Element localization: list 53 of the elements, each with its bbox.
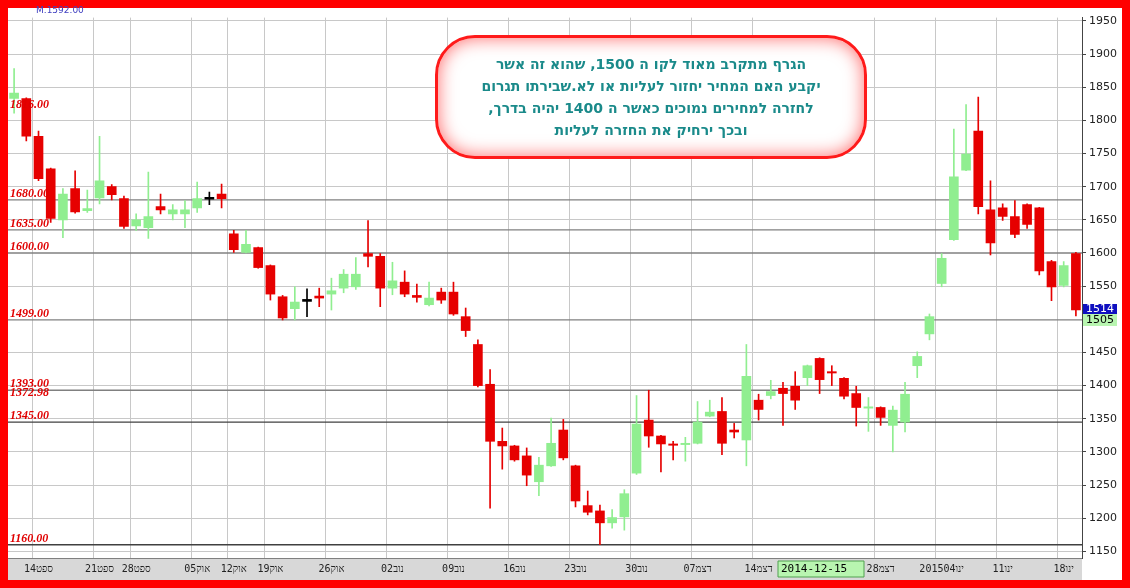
text: 1514	[1086, 301, 1115, 315]
x-tick-label: 14ספט	[24, 562, 54, 574]
ref-line-label: 1160.00	[10, 530, 49, 545]
x-tick-label: 12אוק	[220, 562, 247, 574]
y-tick-label: 1850	[1089, 80, 1118, 94]
y-tick-label: 1750	[1089, 146, 1118, 160]
ref-line-label: 1635.00	[10, 215, 49, 230]
x-tick-label: 26אוק	[318, 562, 345, 574]
candlestick	[668, 440, 678, 461]
x-tick-label: 07דצמ	[683, 562, 712, 574]
candlestick	[289, 286, 300, 321]
y-tick-label: 1550	[1089, 279, 1118, 292]
text: 1505	[1086, 312, 1115, 326]
y-tick-label: 1300	[1089, 444, 1118, 458]
y-tick-label: 1900	[1089, 46, 1118, 60]
x-tick-label: 05אוק	[184, 562, 211, 574]
y-tick-label: 1950	[1089, 13, 1118, 27]
x-tick-label: 28ספט	[121, 562, 151, 574]
x-tick-label: 16נוב	[503, 562, 526, 574]
y-tick-label: 1600	[1089, 245, 1118, 259]
y-tick-label: 1250	[1089, 477, 1118, 491]
x-tick-label: 28דצמ	[866, 562, 895, 574]
candlestick	[497, 427, 508, 470]
y-tick-label: 1650	[1089, 212, 1118, 226]
y-tick-label: 1350	[1089, 411, 1118, 425]
ref-line-label: 1345.00	[10, 408, 49, 423]
candlestick	[778, 381, 788, 426]
y-tick-label: 1200	[1089, 511, 1118, 525]
candlestick	[656, 435, 666, 473]
text: 2014-12-15	[781, 561, 848, 575]
x-tick-label: 30נוב	[625, 562, 648, 574]
y-tick-label: 1700	[1089, 179, 1118, 193]
x-tick-label: 23נוב	[564, 562, 587, 574]
candlestick	[961, 104, 971, 172]
x-tick-label: 21ספט	[85, 562, 115, 574]
x-tick-label: 201504ינו	[919, 562, 965, 574]
x-tick-label: 02נוב	[381, 562, 404, 574]
x-tick-label: 14דצמ	[744, 562, 773, 574]
y-tick-label: 1400	[1089, 378, 1118, 392]
candlestick	[363, 220, 373, 268]
candlestick	[826, 365, 837, 386]
candlestick	[412, 283, 422, 303]
y-tick-label: 1800	[1089, 113, 1118, 127]
x-tick-label: 19אוק	[257, 562, 284, 574]
ref-line-label: 1600.00	[10, 238, 49, 253]
text: M.1592.00	[36, 5, 84, 15]
x-tick-label: 18ינו	[1053, 562, 1075, 574]
candlestick	[302, 288, 312, 317]
x-tick-label: 11ינו	[992, 562, 1014, 574]
x-tick-label: 09נוב	[442, 562, 465, 574]
ref-line-label: 1499.00	[10, 305, 49, 320]
y-tick-label: 1150	[1089, 544, 1118, 558]
y-tick-label: 1450	[1089, 345, 1118, 359]
